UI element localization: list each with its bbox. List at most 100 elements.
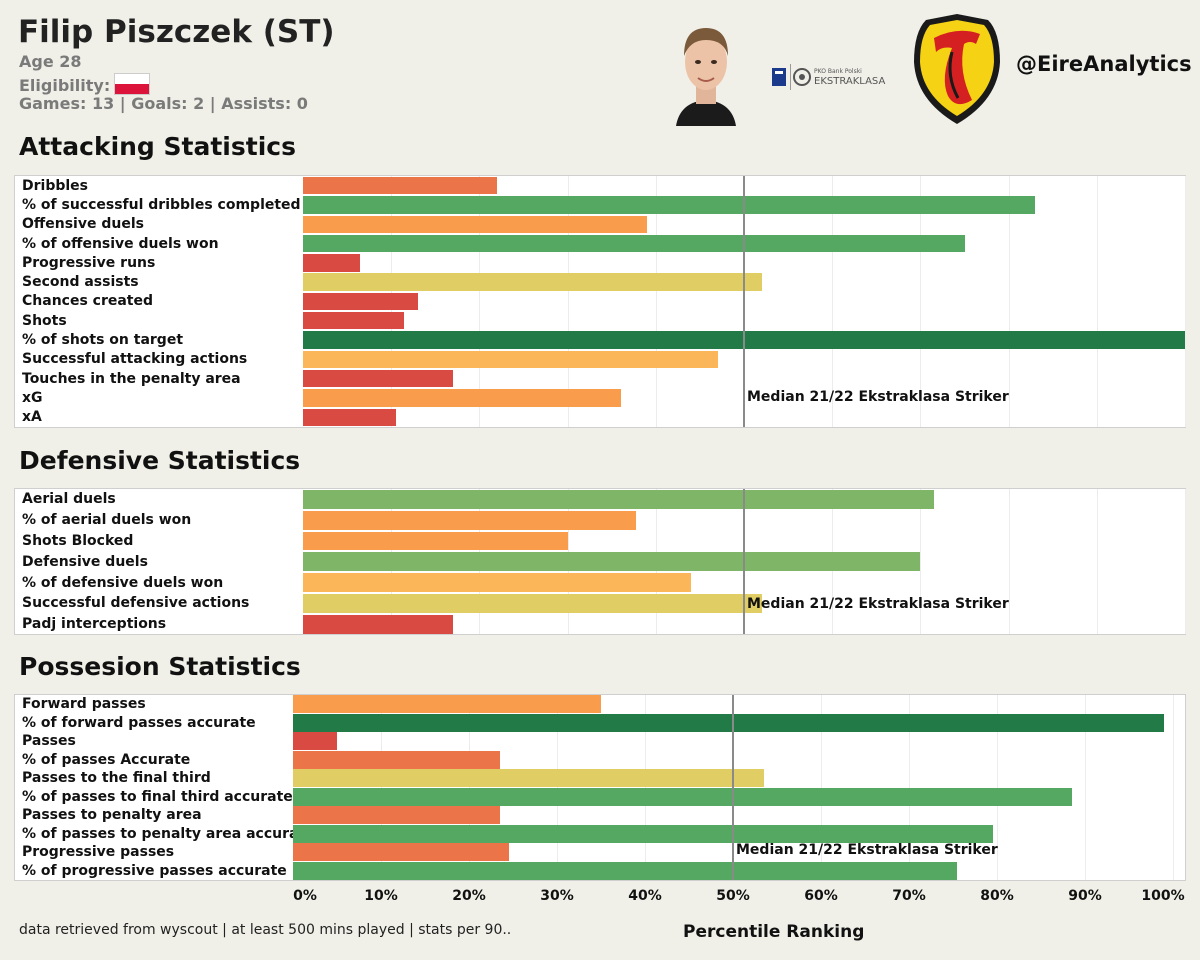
attacking-stat-label: % of shots on target — [22, 332, 184, 349]
attacking-grid-line — [567, 176, 569, 427]
attacking-grid-line — [1096, 176, 1098, 427]
league-logo-bank-text: PKO Bank Polski — [814, 68, 862, 75]
x-axis-tick-label: 20% — [452, 888, 486, 904]
possession-grid-line — [1085, 695, 1086, 880]
possession-stat-bar — [293, 806, 500, 825]
attacking-stat-bar — [303, 234, 965, 253]
defensive-grid-line — [1096, 489, 1098, 634]
defensive-stat-bar — [303, 552, 921, 572]
defensive-stat-label: % of defensive duels won — [22, 574, 224, 591]
attacking-grid-line — [1185, 176, 1186, 427]
attacking-stat-bar — [303, 312, 405, 330]
x-axis-tick-label: 80% — [980, 888, 1014, 904]
attacking-stat-label: xA — [22, 409, 42, 426]
attacking-median-line — [743, 176, 745, 427]
defensive-stat-label: Padj interceptions — [22, 616, 167, 633]
attacking-stat-label: % of offensive duels won — [22, 235, 219, 252]
possession-stat-row: Forward passes — [15, 695, 1185, 714]
possession-stat-row: Passes to penalty area — [15, 806, 1185, 825]
x-axis-tick-label: 50% — [716, 888, 750, 904]
x-axis-tick-label: 40% — [628, 888, 662, 904]
possession-grid-line — [821, 695, 822, 880]
player-season-stats: Games: 13 | Goals: 2 | Assists: 0 — [19, 94, 308, 113]
possession-stat-label: Passes — [22, 733, 76, 750]
possession-stat-label: % of passes to final third accurate — [22, 788, 293, 805]
possession-grid-line — [997, 695, 998, 880]
possession-stat-bar — [293, 732, 337, 751]
defensive-stat-label: Successful defensive actions — [22, 595, 250, 612]
attacking-chart-panel: Dribbles % of successful dribbles complet… — [14, 175, 1186, 428]
defensive-stat-bar — [303, 614, 453, 634]
attacking-stat-label: Chances created — [22, 293, 154, 310]
attacking-stat-label: Dribbles — [22, 177, 88, 194]
attacking-section-title: Attacking Statistics — [19, 132, 296, 161]
possession-grid-line — [1173, 695, 1174, 880]
attacking-stat-label: Offensive duels — [22, 216, 144, 233]
attacking-stat-bar — [303, 292, 418, 311]
attacking-stat-label: Progressive runs — [22, 254, 156, 271]
possession-stat-row: Passes — [15, 732, 1185, 751]
defensive-stat-label: Shots Blocked — [22, 532, 134, 549]
attacking-stat-bar — [303, 408, 396, 426]
x-axis-tick-label: 100% — [1141, 888, 1185, 904]
defensive-stat-bar — [303, 510, 636, 530]
attacking-grid-line — [832, 176, 834, 427]
footer-note: data retrieved from wyscout | at least 5… — [19, 922, 512, 938]
attacking-stat-row: Dribbles — [15, 176, 1185, 195]
possession-chart-panel: Forward passes% of forward passes accura… — [14, 694, 1186, 881]
possession-grid-line — [909, 695, 910, 880]
defensive-stat-label: Defensive duels — [22, 553, 148, 570]
x-axis-tick-label: 60% — [804, 888, 838, 904]
possession-grid-line — [381, 695, 382, 880]
attacking-stat-bar — [303, 176, 498, 195]
defensive-stat-row: % of aerial duels won — [15, 510, 1185, 531]
attacking-median-label: Median 21/22 Ekstraklasa Striker — [747, 389, 1009, 405]
possession-stat-row: Progressive passes — [15, 843, 1185, 862]
defensive-grid-line — [1185, 489, 1186, 634]
possession-section-title: Possesion Statistics — [19, 652, 301, 681]
defensive-stat-row: Aerial duels — [15, 489, 1185, 510]
possession-grid-line — [645, 695, 646, 880]
possession-stat-bar — [293, 787, 1072, 806]
attacking-stat-bar — [303, 215, 647, 233]
eligibility-row: Eligibility: — [19, 73, 151, 95]
attacking-stat-row: % of successful dribbles completed — [15, 195, 1185, 214]
defensive-stat-bar — [303, 531, 568, 551]
defensive-stat-row: Defensive duels — [15, 551, 1185, 572]
possession-stat-bar — [293, 769, 764, 788]
attacking-stat-row: % of shots on target — [15, 330, 1185, 349]
attacking-stat-label: Shots — [22, 312, 67, 329]
attacking-grid-line — [1008, 176, 1010, 427]
attacking-stat-row: Chances created — [15, 292, 1185, 311]
defensive-stat-bar — [303, 490, 934, 509]
defensive-stat-row: Shots Blocked — [15, 531, 1185, 552]
player-name: Filip Piszczek (ST) — [18, 14, 335, 50]
possession-grid-line — [469, 695, 470, 880]
attacking-stat-row: Second assists — [15, 273, 1185, 292]
defensive-stat-row: Successful defensive actions — [15, 593, 1185, 614]
attacking-stat-row: % of offensive duels won — [15, 234, 1185, 253]
attacking-grid-line — [655, 176, 657, 427]
defensive-section-title: Defensive Statistics — [19, 446, 301, 475]
attacking-stat-bar — [303, 350, 718, 368]
possession-stat-row: % of passes to penalty area accurate — [15, 824, 1185, 844]
possession-grid-line — [557, 695, 558, 880]
author-handle: @EireAnalytics — [1016, 52, 1192, 76]
attacking-stat-row: Offensive duels — [15, 215, 1185, 234]
attacking-stat-label: % of successful dribbles completed — [22, 196, 301, 213]
possession-median-label: Median 21/22 Ekstraklasa Striker — [736, 842, 998, 858]
defensive-stat-label: % of aerial duels won — [22, 512, 192, 529]
possession-stat-bar — [293, 695, 601, 714]
possession-stat-row: % of forward passes accurate — [15, 713, 1185, 733]
defensive-stat-bar — [303, 573, 692, 592]
x-axis-tick-label: 10% — [364, 888, 398, 904]
possession-stat-row: Passes to the final third — [15, 769, 1185, 788]
possession-stat-bar — [293, 824, 993, 843]
possession-stat-label: Passes to penalty area — [22, 807, 202, 824]
x-axis-tick-label: 0% — [293, 888, 317, 904]
possession-stat-bar — [293, 750, 500, 769]
attacking-stat-bar — [303, 389, 621, 407]
attacking-stat-label: Second assists — [22, 274, 139, 291]
x-axis-title: Percentile Ranking — [683, 922, 865, 942]
attacking-stat-row: Successful attacking actions — [15, 350, 1185, 369]
